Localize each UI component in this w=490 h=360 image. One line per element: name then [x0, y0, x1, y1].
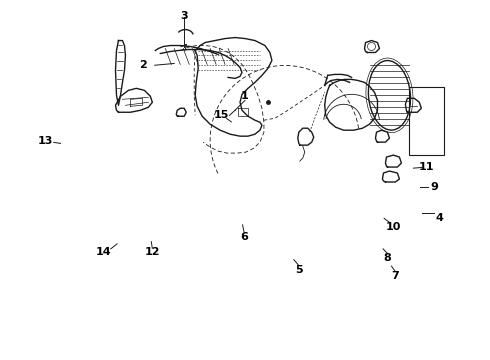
Text: 7: 7: [392, 271, 399, 281]
Text: 3: 3: [180, 11, 188, 21]
Text: 14: 14: [96, 247, 111, 257]
Text: 5: 5: [295, 265, 302, 275]
Text: 11: 11: [419, 162, 434, 172]
Text: 4: 4: [435, 213, 443, 222]
Text: 6: 6: [240, 232, 248, 242]
Text: 10: 10: [386, 222, 402, 232]
Text: 12: 12: [145, 247, 160, 257]
Text: 2: 2: [140, 60, 147, 70]
Bar: [409, 87, 444, 155]
Text: 15: 15: [214, 110, 229, 120]
Text: 1: 1: [241, 91, 249, 101]
Text: 8: 8: [384, 253, 392, 263]
Text: 13: 13: [37, 136, 52, 146]
Text: 9: 9: [430, 182, 439, 192]
